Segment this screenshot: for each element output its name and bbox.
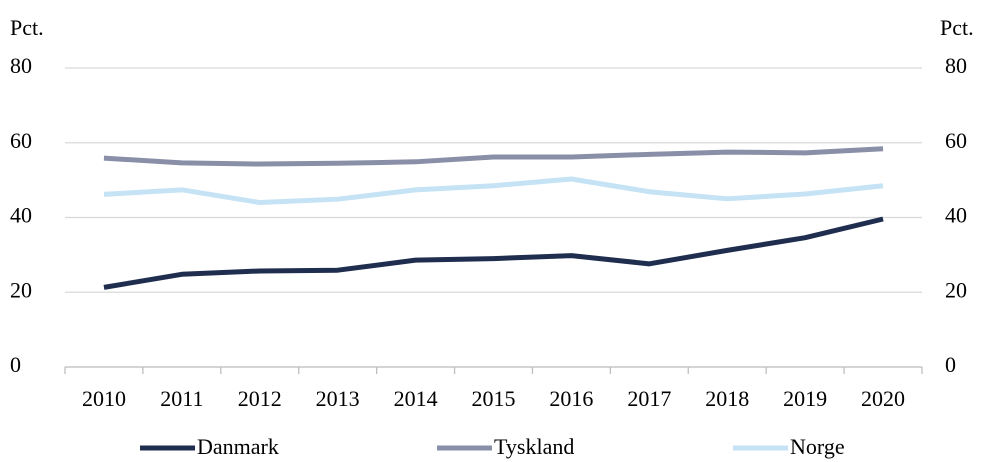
x-tick-label: 2012 xyxy=(238,386,282,411)
y-tick-label: 20 xyxy=(10,277,32,302)
y-tick-label: 60 xyxy=(10,128,32,153)
line-series xyxy=(103,176,884,206)
x-tick-label: 2010 xyxy=(82,386,126,411)
x-tick-label: 2013 xyxy=(316,386,360,411)
y2-axis-label: Pct. xyxy=(940,15,974,40)
x-tick-label: 2014 xyxy=(394,386,438,411)
y-tick-label: 40 xyxy=(10,203,32,228)
x-tick-label: 2018 xyxy=(705,386,749,411)
legend-label: Tyskland xyxy=(494,434,574,459)
y2-tick-label: 0 xyxy=(945,352,956,377)
line-series xyxy=(103,146,884,167)
legend-label: Danmark xyxy=(197,434,279,459)
y-tick-label: 80 xyxy=(10,53,32,78)
y2-tick-label: 80 xyxy=(945,53,967,78)
y-tick-label: 0 xyxy=(10,352,21,377)
line-series xyxy=(103,216,884,290)
x-tick-label: 2015 xyxy=(472,386,516,411)
x-tick-label: 2011 xyxy=(160,386,203,411)
y2-tick-label: 20 xyxy=(945,277,967,302)
y2-tick-label: 40 xyxy=(945,203,967,228)
legend-label: Norge xyxy=(790,434,845,459)
x-tick-label: 2016 xyxy=(549,386,593,411)
y2-tick-label: 60 xyxy=(945,128,967,153)
x-tick-label: 2020 xyxy=(861,386,905,411)
x-tick-label: 2019 xyxy=(783,386,827,411)
y-axis-label: Pct. xyxy=(10,15,44,40)
x-tick-label: 2017 xyxy=(627,386,671,411)
